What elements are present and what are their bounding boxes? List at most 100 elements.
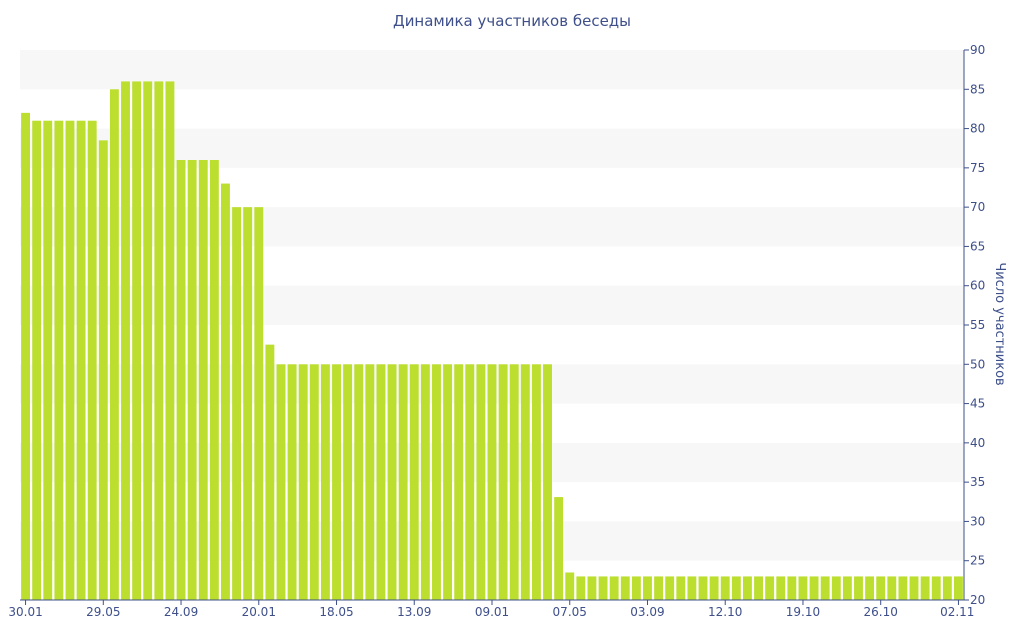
bar[interactable]: [609, 576, 619, 600]
bar[interactable]: [887, 576, 897, 600]
bar[interactable]: [432, 364, 441, 600]
bar[interactable]: [698, 576, 708, 600]
bar[interactable]: [620, 576, 630, 600]
bar[interactable]: [254, 207, 264, 600]
bar[interactable]: [909, 576, 919, 600]
bar[interactable]: [931, 576, 941, 600]
bar[interactable]: [420, 364, 430, 600]
x-tick-label: 03.09: [630, 605, 664, 619]
bar[interactable]: [643, 576, 652, 600]
y-tick-label: 75: [970, 161, 985, 175]
bar[interactable]: [332, 364, 341, 600]
bar[interactable]: [765, 576, 775, 600]
bar[interactable]: [87, 120, 97, 600]
y-tick-label: 80: [970, 122, 985, 136]
bar[interactable]: [798, 576, 808, 600]
bar[interactable]: [298, 364, 308, 600]
x-tick-label: 12.10: [708, 605, 742, 619]
bar[interactable]: [742, 576, 752, 600]
bar[interactable]: [398, 364, 408, 600]
bar[interactable]: [198, 160, 208, 600]
bar[interactable]: [221, 183, 230, 601]
y-axis-label: Число участников: [992, 262, 1007, 385]
bar[interactable]: [454, 364, 464, 600]
bar[interactable]: [587, 576, 597, 600]
bar[interactable]: [165, 81, 175, 600]
bar[interactable]: [176, 160, 186, 600]
bar[interactable]: [476, 364, 486, 600]
y-tick-label: 70: [970, 200, 985, 214]
bar[interactable]: [776, 576, 786, 600]
bar[interactable]: [942, 576, 952, 600]
bar[interactable]: [265, 344, 275, 600]
x-tick-label: 07.05: [553, 605, 587, 619]
bar[interactable]: [187, 160, 197, 600]
bar[interactable]: [209, 160, 219, 600]
bar[interactable]: [498, 364, 508, 600]
bar[interactable]: [487, 364, 497, 600]
bar[interactable]: [276, 364, 286, 600]
bar[interactable]: [809, 576, 819, 600]
bars: [21, 81, 963, 601]
bar[interactable]: [709, 576, 719, 600]
bar[interactable]: [309, 364, 319, 600]
bar[interactable]: [543, 364, 552, 600]
bar[interactable]: [387, 364, 397, 600]
bar[interactable]: [831, 576, 841, 600]
y-tick-label: 20: [970, 593, 985, 607]
bar[interactable]: [21, 112, 30, 600]
bar[interactable]: [343, 364, 353, 600]
bar[interactable]: [598, 576, 608, 600]
bar[interactable]: [376, 364, 386, 600]
y-tick-label: 45: [970, 397, 985, 411]
bar[interactable]: [365, 364, 375, 600]
bar[interactable]: [354, 364, 364, 600]
bar[interactable]: [509, 364, 519, 600]
bar[interactable]: [443, 364, 453, 600]
bar[interactable]: [842, 576, 852, 600]
x-tick-label: 13.09: [397, 605, 431, 619]
bar[interactable]: [232, 207, 242, 600]
bar[interactable]: [565, 572, 575, 601]
bar[interactable]: [687, 576, 697, 600]
bar[interactable]: [154, 81, 164, 600]
bar[interactable]: [631, 576, 641, 600]
bar[interactable]: [876, 576, 886, 600]
y-tick-label: 55: [970, 318, 985, 332]
bar[interactable]: [465, 364, 475, 600]
bar[interactable]: [854, 576, 863, 600]
bar[interactable]: [920, 576, 930, 600]
y-tick-label: 25: [970, 554, 985, 568]
bar[interactable]: [665, 576, 675, 600]
bar[interactable]: [654, 576, 664, 600]
bar[interactable]: [676, 576, 686, 600]
bar[interactable]: [98, 140, 108, 600]
bar[interactable]: [243, 207, 253, 600]
bar[interactable]: [143, 81, 153, 600]
bar[interactable]: [121, 81, 130, 600]
bar[interactable]: [520, 364, 530, 600]
bar[interactable]: [865, 576, 875, 600]
bar[interactable]: [409, 364, 419, 600]
bar[interactable]: [109, 89, 119, 601]
bar[interactable]: [287, 364, 297, 600]
bar[interactable]: [731, 576, 741, 600]
bar[interactable]: [43, 120, 53, 600]
bar[interactable]: [76, 120, 86, 600]
bar[interactable]: [65, 120, 75, 600]
bar[interactable]: [554, 497, 564, 600]
bar[interactable]: [132, 81, 142, 600]
bar[interactable]: [898, 576, 908, 600]
y-tick-label: 40: [970, 436, 985, 450]
bar[interactable]: [320, 364, 330, 600]
bar[interactable]: [54, 120, 64, 600]
x-tick-label: 18.05: [319, 605, 353, 619]
bar[interactable]: [32, 120, 42, 600]
bar[interactable]: [576, 576, 586, 600]
bar[interactable]: [954, 576, 963, 600]
bar[interactable]: [754, 576, 763, 600]
bar[interactable]: [531, 364, 541, 600]
bar[interactable]: [820, 576, 830, 600]
bar[interactable]: [787, 576, 797, 600]
bar[interactable]: [720, 576, 730, 600]
